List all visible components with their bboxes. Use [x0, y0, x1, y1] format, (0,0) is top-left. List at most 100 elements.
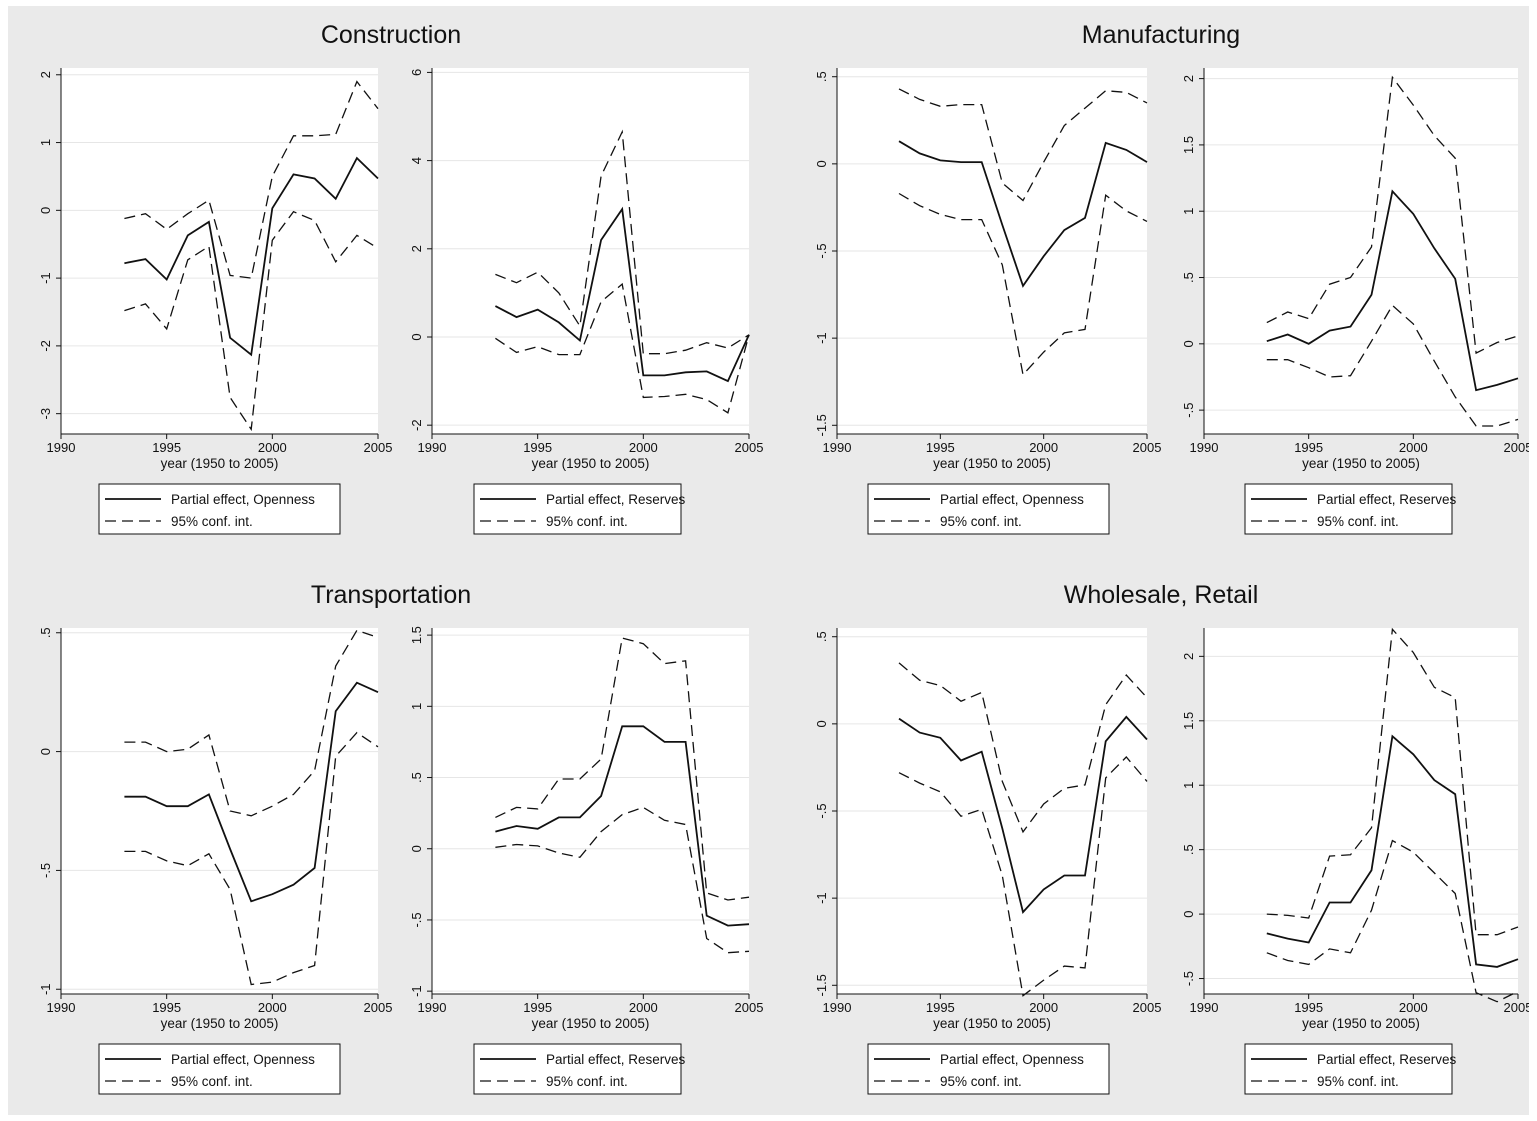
y-tick-label: -.5 [38, 863, 53, 878]
y-tick-label: 0 [814, 160, 829, 167]
plot-area [1204, 68, 1518, 434]
x-tick-label: 2005 [1504, 1000, 1529, 1015]
x-axis-label: year (1950 to 2005) [532, 456, 650, 471]
x-tick-label: 1995 [152, 440, 181, 455]
x-tick-label: 1990 [1190, 440, 1219, 455]
x-tick-label: 2000 [1029, 1000, 1058, 1015]
x-axis-label: year (1950 to 2005) [933, 1016, 1051, 1031]
series-line-estimate [495, 725, 750, 927]
legend-box [1244, 1043, 1453, 1095]
y-tick-label: 0 [1181, 910, 1196, 917]
legend-label: Partial effect, Openness [940, 1052, 1084, 1067]
y-tick-label: -3 [38, 408, 53, 420]
y-tick-label: 0 [814, 720, 829, 727]
chart-panel-2: -2 0 2 4 6 1990 1995 2000 2005 year (1950 to 2005… [409, 68, 764, 535]
y-tick-label: 1.5 [1181, 712, 1196, 730]
y-tick-label: .5 [1181, 844, 1196, 855]
series-line-ci-lower [124, 210, 379, 432]
series-line-estimate [494, 206, 750, 383]
x-tick-label: 2005 [735, 440, 764, 455]
y-tick-label: 0 [38, 207, 53, 214]
y-tick-label: 2 [1181, 653, 1196, 660]
y-tick-label: 2 [409, 245, 424, 252]
series-line-estimate [124, 156, 379, 357]
x-tick-label: 1995 [152, 1000, 181, 1015]
group-title: Manufacturing [1082, 21, 1240, 49]
y-tick-label: -1 [814, 892, 829, 904]
y-tick-label: -.5 [409, 912, 424, 927]
group-title: Construction [321, 21, 461, 49]
y-tick-label: .5 [1181, 272, 1196, 283]
legend-label: Partial effect, Reserves [1317, 492, 1457, 507]
series-line-estimate [1266, 734, 1519, 968]
y-tick-label: 4 [409, 157, 424, 164]
y-tick-label: -.5 [814, 803, 829, 818]
x-axis-label: year (1950 to 2005) [532, 1016, 650, 1031]
y-tick-label: -1 [814, 332, 829, 344]
y-tick-label: -.5 [814, 243, 829, 258]
x-tick-label: 2000 [629, 440, 658, 455]
chart-panel-7: -1.5 -1 -.5 0 .5 1990 1995 2000 2005 year (1950 t… [814, 581, 1259, 1095]
legend-label: Partial effect, Openness [171, 1052, 315, 1067]
plot-area [61, 628, 378, 994]
y-tick-label: 0 [409, 845, 424, 852]
legend: Partial effect, Openness 95% conf. int. [98, 483, 341, 535]
x-tick-label: 2000 [258, 440, 287, 455]
y-tick-label: -1 [38, 272, 53, 284]
x-tick-label: 2005 [1133, 440, 1162, 455]
series-line-ci-upper [898, 662, 1148, 834]
y-tick-label: -1 [38, 983, 53, 995]
y-tick-label: 1 [38, 139, 53, 146]
legend-label: 95% conf. int. [1317, 514, 1399, 529]
x-tick-label: 1995 [926, 1000, 955, 1015]
y-tick-label: .5 [814, 631, 829, 642]
series-line-ci-upper [124, 629, 379, 817]
y-tick-label: 2 [38, 71, 53, 78]
legend-label: Partial effect, Reserves [1317, 1052, 1457, 1067]
group-title: Transportation [311, 581, 471, 609]
legend-label: Partial effect, Reserves [546, 492, 686, 507]
x-tick-label: 1990 [418, 1000, 447, 1015]
legend-label: 95% conf. int. [1317, 1074, 1399, 1089]
plot-area [1204, 628, 1518, 994]
x-tick-label: 2005 [735, 1000, 764, 1015]
x-tick-label: 1995 [523, 440, 552, 455]
series-line-estimate [898, 715, 1148, 914]
legend-label: 95% conf. int. [546, 1074, 628, 1089]
chart-panel-1: -3 -2 -1 0 1 2 1990 1995 2000 2005 year (1950 to 2… [38, 21, 461, 535]
series-line-ci-lower [1266, 304, 1519, 427]
series-line-estimate [1266, 189, 1519, 392]
series-line-ci-upper [1266, 627, 1519, 936]
y-tick-label: .5 [38, 627, 53, 638]
legend-label: Partial effect, Openness [171, 492, 315, 507]
y-tick-label: 2 [1181, 75, 1196, 82]
x-tick-label: 1990 [823, 1000, 852, 1015]
y-tick-label: -.5 [1181, 971, 1196, 986]
series-line-ci-lower [495, 282, 750, 414]
series-line-ci-upper [495, 129, 750, 355]
legend-box [1244, 483, 1453, 535]
x-axis-label: year (1950 to 2005) [933, 456, 1051, 471]
legend-box [867, 1043, 1110, 1095]
series-line-estimate [898, 140, 1148, 288]
y-tick-label: -2 [38, 340, 53, 352]
x-tick-label: 2000 [1399, 1000, 1428, 1015]
x-tick-label: 1990 [1190, 1000, 1219, 1015]
x-tick-label: 2000 [258, 1000, 287, 1015]
legend: Partial effect, Reserves 95% conf. int. [473, 1043, 686, 1095]
y-tick-label: -1.5 [814, 414, 829, 436]
legend-box [473, 483, 682, 535]
series-line-ci-lower [1266, 839, 1519, 1003]
x-tick-label: 2000 [1029, 440, 1058, 455]
legend-label: 95% conf. int. [171, 514, 253, 529]
legend-label: 95% conf. int. [940, 1074, 1022, 1089]
series-line-ci-upper [898, 88, 1148, 202]
legend: Partial effect, Reserves 95% conf. int. [473, 483, 686, 535]
group-title: Wholesale, Retail [1064, 581, 1259, 609]
y-tick-label: 1 [1181, 782, 1196, 789]
x-tick-label: 1995 [523, 1000, 552, 1015]
y-tick-label: .5 [814, 71, 829, 82]
x-tick-label: 1995 [1294, 440, 1323, 455]
chart-panel-6: -1 -.5 0 .5 1 1.5 1990 1995 2000 2005 year (1950 t… [409, 626, 764, 1095]
